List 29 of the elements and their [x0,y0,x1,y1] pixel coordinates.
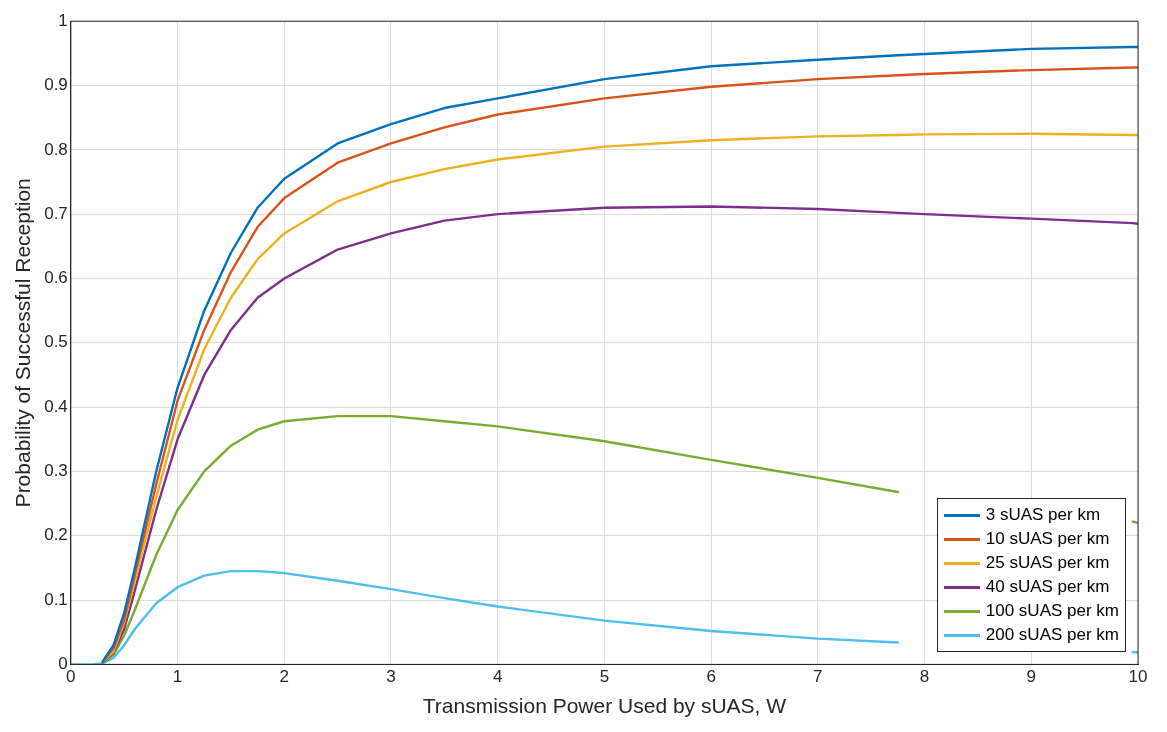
y-tick-label: 0.1 [44,589,68,609]
y-tick-label: 0.2 [44,525,68,545]
x-tick-label: 3 [386,667,396,687]
x-tick-label: 1 [172,667,183,687]
y-tick-label: 0.4 [44,396,68,416]
y-tick-label: 0 [58,654,68,674]
y-tick-label: 0.8 [44,139,68,159]
x-tick-label: 10 [1128,667,1148,687]
x-tick-label: 5 [599,667,610,687]
x-axis-title: Transmission Power Used by sUAS, W [422,694,787,718]
legend-label: 40 sUAS per km [985,577,1110,598]
y-tick-label: 0.3 [44,461,68,481]
legend-label: 200 sUAS per km [985,625,1119,646]
x-tick-label: 2 [279,667,289,687]
y-tick-label: 1 [58,10,68,30]
legend-label: 25 sUAS per km [985,553,1110,574]
y-axis-title: Probability of Successful Reception [11,178,35,508]
x-tick-label: 6 [706,667,716,687]
legend-label: 3 sUAS per km [985,505,1101,526]
x-tick-label: 4 [492,667,503,687]
y-tick-label: 0.9 [44,75,68,95]
y-tick-label: 0.6 [44,268,68,288]
x-tick-label: 7 [813,667,823,687]
legend-label: 10 sUAS per km [985,529,1110,550]
legend-label: 100 sUAS per km [985,601,1119,622]
x-tick-label: 9 [1026,667,1037,687]
y-tick-label: 0.7 [44,203,68,223]
x-tick-label: 8 [919,667,930,687]
y-tick-label: 0.5 [44,332,68,352]
